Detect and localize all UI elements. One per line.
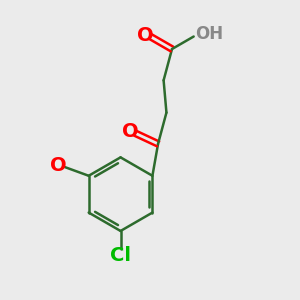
Text: OH: OH — [195, 25, 223, 43]
Text: O: O — [137, 26, 153, 44]
Text: O: O — [50, 156, 67, 175]
Text: Cl: Cl — [110, 246, 131, 265]
Text: O: O — [122, 122, 138, 141]
